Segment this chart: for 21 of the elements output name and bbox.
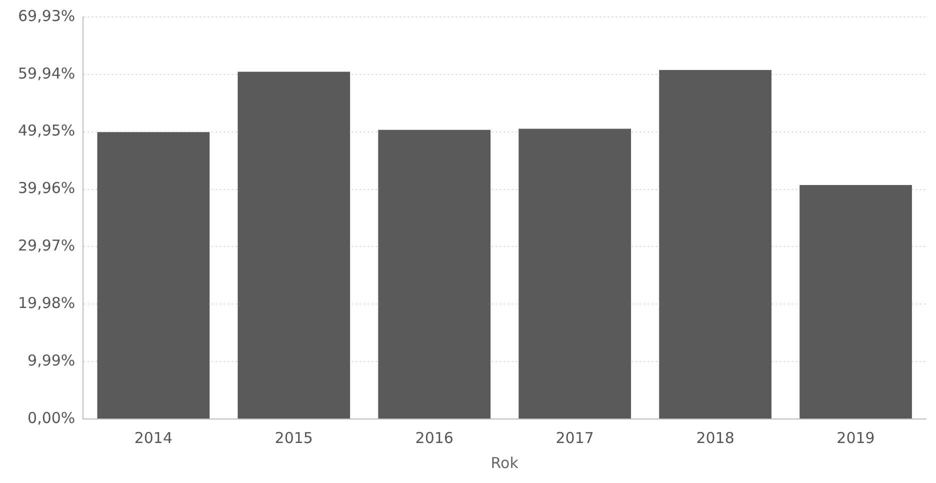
y-tick-label: 19,98% bbox=[18, 294, 76, 312]
y-tick-label: 59,94% bbox=[18, 64, 76, 82]
bar bbox=[659, 70, 772, 418]
y-tick-label: 0,00% bbox=[28, 408, 76, 427]
y-tick-label: 9,99% bbox=[28, 351, 76, 370]
x-tick-label: 2019 bbox=[836, 428, 875, 447]
bar bbox=[378, 130, 491, 418]
bar bbox=[238, 72, 350, 418]
x-axis-title: Rok bbox=[490, 454, 519, 472]
x-tick-label: 2017 bbox=[556, 428, 594, 447]
bar bbox=[97, 132, 210, 418]
x-tick-label: 2016 bbox=[415, 428, 454, 447]
y-tick-label: 29,97% bbox=[18, 236, 76, 255]
y-tick-label: 39,96% bbox=[18, 179, 76, 198]
bar bbox=[518, 128, 632, 418]
y-tick-label: 69,93% bbox=[18, 6, 76, 25]
x-tick-label: 2014 bbox=[134, 428, 173, 447]
x-tick-label: 2018 bbox=[696, 428, 734, 447]
y-tick-label: 49,95% bbox=[18, 122, 76, 140]
x-tick-label: 2015 bbox=[274, 428, 313, 447]
bar bbox=[800, 185, 912, 418]
